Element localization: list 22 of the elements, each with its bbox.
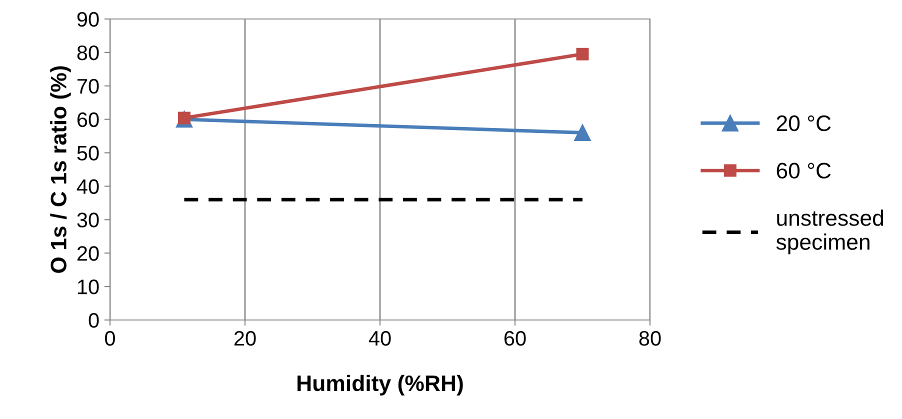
y-tick-label: 80 (77, 45, 99, 60)
legend-label: 60 °C (776, 162, 831, 179)
point (576, 48, 589, 60)
y-axis-title: O 1s / C 1s ratio (%) (50, 66, 71, 273)
y-tick-label: 30 (77, 212, 99, 228)
y-tick-label: 20 (77, 246, 99, 261)
y-tick-label: 50 (77, 146, 99, 161)
legend-label: 20 °C (776, 115, 831, 132)
y-tick-label: 60 (77, 112, 99, 128)
legend-label: unstressed specimen (776, 210, 884, 254)
x-tick-label: 0 (105, 330, 115, 346)
y-tick-label: 90 (77, 12, 99, 27)
x-tick-label: 20 (234, 330, 256, 346)
x-axis-title: Humidity (%RH) (298, 374, 463, 396)
y-tick-label: 70 (77, 78, 99, 94)
x-tick-label: 40 (368, 330, 391, 346)
point (574, 124, 591, 142)
y-tick-label: 10 (78, 280, 99, 294)
y-tick-label: 0 (88, 313, 99, 328)
x-tick-label: 80 (639, 330, 661, 346)
x-tick-label: 60 (504, 330, 526, 346)
y-tick-label: 40 (76, 179, 99, 194)
